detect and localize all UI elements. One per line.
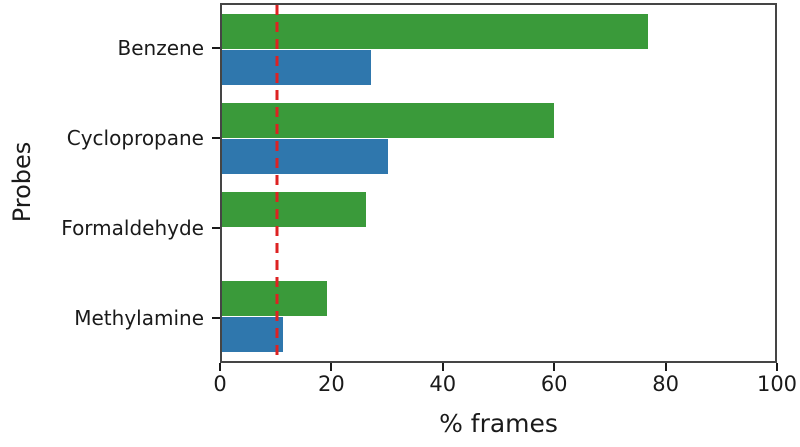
bar-methylamine-green-series [222,280,328,317]
y-tick-mark [212,227,220,229]
x-axis-title: % frames [439,409,558,438]
y-tick-label-cyclopropane: Cyclopropane [66,126,204,150]
bar-methylamine-blue-series [222,316,283,353]
bar-cyclopropane-blue-series [222,138,388,175]
x-tick-mark [553,363,556,371]
y-tick-mark [212,47,220,49]
y-tick-label-methylamine: Methylamine [74,306,204,330]
x-tick-mark [664,363,667,371]
x-tick-label-20: 20 [318,372,345,396]
bar-cyclopropane-green-series [222,102,554,139]
threshold-line [275,5,279,361]
x-tick-label-60: 60 [540,372,568,396]
x-tick-mark [776,363,778,371]
bar-benzene-blue-series [222,49,372,86]
plot-area [220,3,777,363]
y-tick-mark [212,317,220,319]
x-tick-mark [330,363,333,371]
x-tick-label-40: 40 [429,372,457,396]
bar-benzene-green-series [222,13,648,50]
y-tick-mark [212,137,220,139]
x-tick-mark [219,363,221,371]
x-tick-mark [441,363,444,371]
bar-formaldehyde-green-series [222,191,366,228]
x-tick-label-80: 80 [652,372,679,396]
y-tick-label-benzene: Benzene [117,36,204,60]
x-tick-label-0: 0 [213,372,227,396]
x-tick-label-100: 100 [756,372,798,396]
y-tick-label-formaldehyde: Formaldehyde [61,216,204,240]
